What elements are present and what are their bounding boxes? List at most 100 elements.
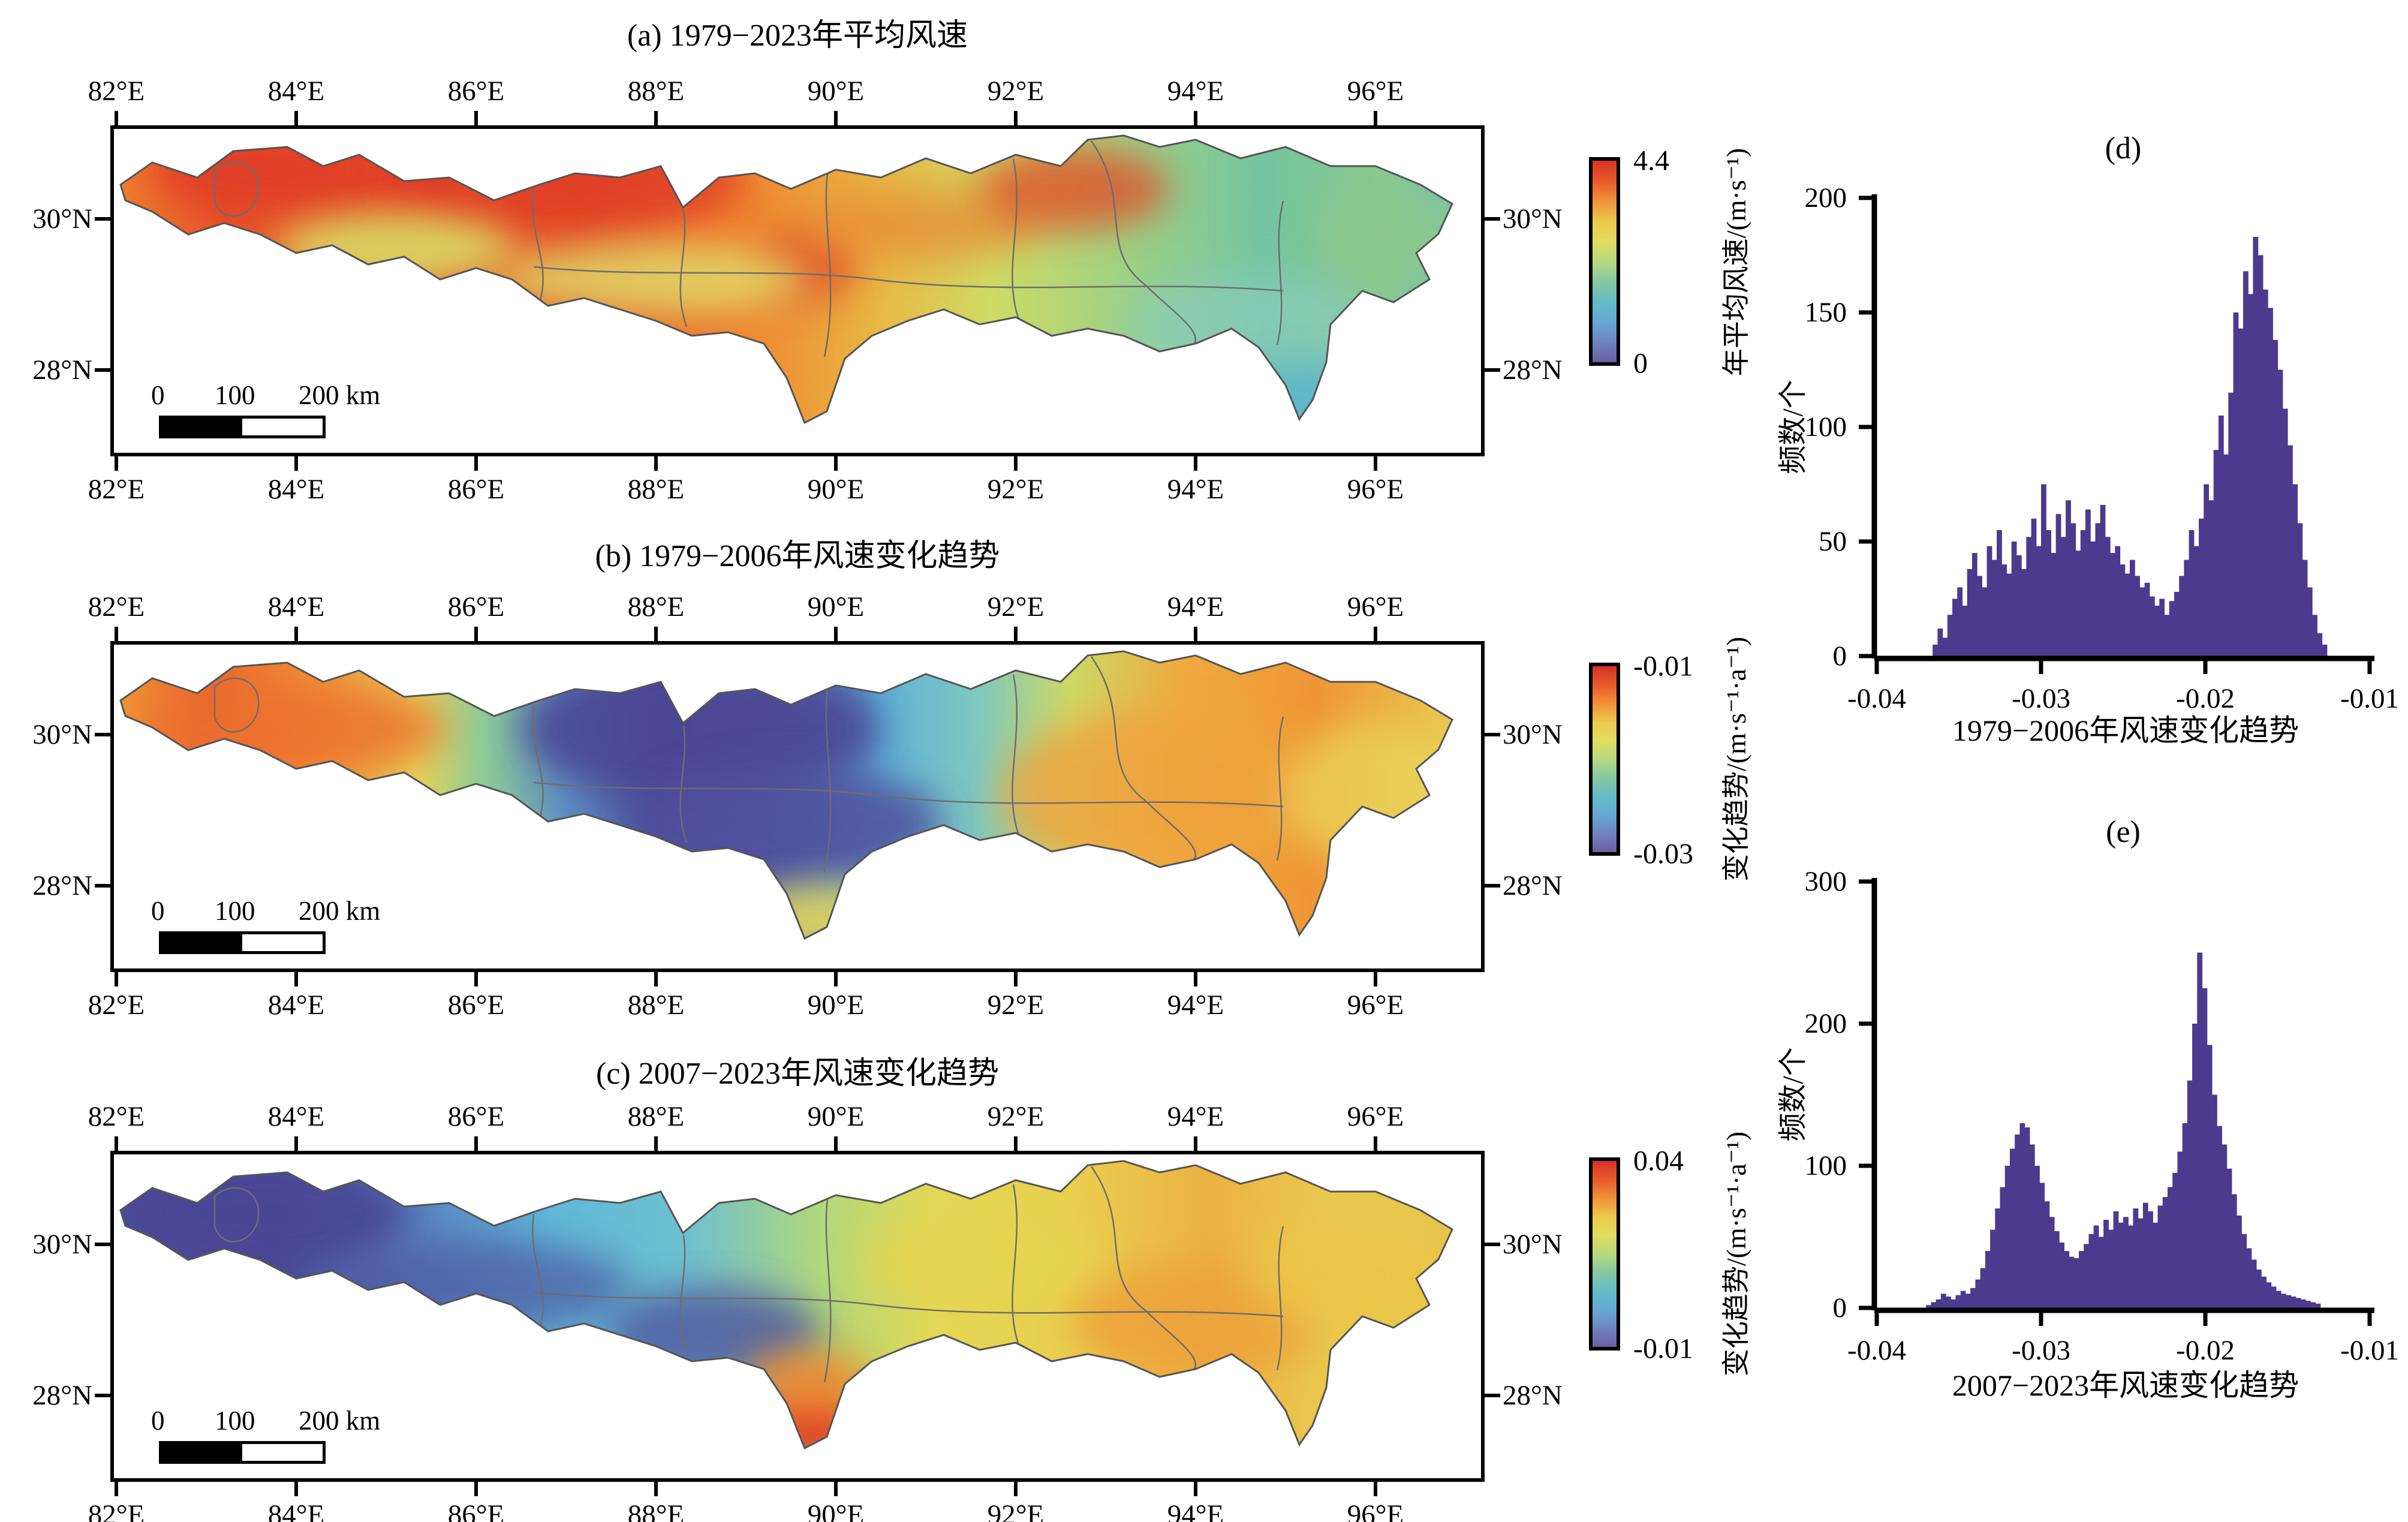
lon-tick-bottom-c-5: [1014, 1481, 1018, 1496]
hist-ytick-d-3: 150: [1804, 297, 1847, 328]
hist-bar-d-76: [2307, 587, 2313, 656]
hist-bar-e-68: [2261, 1276, 2266, 1308]
hist-bar-d-61: [2233, 312, 2239, 656]
lon-tick-top-b-3: [654, 627, 658, 642]
hist-bar-e-67: [2256, 1270, 2262, 1308]
lon-label-bottom-a-2: 86°E: [447, 474, 505, 505]
histogram-d: [1859, 194, 2374, 674]
colorbar-b: [1589, 663, 1620, 856]
hist-bar-d-49: [2174, 592, 2180, 656]
hist-xtick-d-0: -0.04: [1847, 683, 1906, 714]
hist-bar-d-51: [2184, 560, 2190, 656]
hist-bar-e-31: [2079, 1251, 2084, 1308]
hist-bar-e-3: [1940, 1294, 1946, 1308]
hist-ytick-d-2: 100: [1804, 411, 1847, 443]
hist-bar-e-51: [2177, 1151, 2183, 1308]
lon-tick-bottom-a-2: [474, 455, 478, 471]
lon-label-bottom-c-6: 94°E: [1167, 1499, 1224, 1522]
hist-bar-d-11: [1986, 546, 1992, 656]
hist-bar-e-73: [2286, 1295, 2292, 1308]
lat-tick-right-a-0: [1485, 217, 1500, 221]
scalebar-label-100-c: 100: [215, 1406, 255, 1436]
lat-tick-right-b-0: [1485, 733, 1500, 736]
hist-bar-d-3: [1947, 615, 1953, 656]
lon-tick-bottom-a-5: [1014, 455, 1018, 471]
lat-tick-left-c-1: [95, 1394, 110, 1397]
hist-bar-d-35: [2105, 537, 2111, 656]
hist-bar-d-9: [1977, 576, 1982, 656]
hist-bar-e-2: [1936, 1299, 1942, 1308]
hist-bar-e-25: [2049, 1217, 2055, 1308]
hist-bar-d-16: [2011, 542, 2017, 656]
lon-label-bottom-b-5: 92°E: [987, 989, 1045, 1021]
hist-bar-d-22: [2041, 484, 2046, 656]
lat-label-right-b-1: 28°N: [1503, 870, 1563, 901]
hist-bar-d-37: [2115, 546, 2121, 656]
lon-label-top-c-6: 94°E: [1167, 1101, 1224, 1132]
lat-label-left-b-1: 28°N: [32, 870, 92, 901]
colorbar-a: [1589, 157, 1620, 366]
hist-bar-e-33: [2088, 1234, 2094, 1308]
lat-tick-left-a-1: [95, 368, 110, 372]
hist-bar-d-54: [2199, 518, 2204, 656]
lon-tick-bottom-c-1: [294, 1481, 298, 1496]
hist-bar-e-75: [2295, 1298, 2301, 1308]
hist-bar-d-10: [1982, 587, 1988, 656]
hist-bar-d-33: [2095, 523, 2101, 656]
hist-bar-e-28: [2064, 1251, 2070, 1308]
hist-bar-d-14: [2001, 564, 2007, 656]
hist-bar-d-4: [1952, 598, 1958, 656]
scalebar-black-segment-a: [162, 419, 242, 435]
map-raster-b: [119, 650, 1453, 940]
lon-label-top-c-0: 82°E: [88, 1101, 145, 1132]
hist-bar-e-52: [2182, 1123, 2188, 1308]
hist-bar-e-20: [2024, 1127, 2030, 1308]
hist-bar-e-76: [2300, 1299, 2306, 1308]
lat-label-right-a-1: 28°N: [1503, 354, 1563, 386]
hist-bar-e-15: [2000, 1187, 2006, 1308]
hist-bar-e-58: [2211, 1094, 2217, 1308]
hist-bar-d-60: [2228, 392, 2234, 656]
hist-bar-e-47: [2157, 1205, 2163, 1308]
lon-label-top-a-1: 84°E: [267, 76, 325, 107]
lon-tick-bottom-b-4: [834, 971, 838, 986]
lon-tick-bottom-a-0: [115, 455, 118, 471]
hist-xtick-e-2: -0.02: [2176, 1335, 2235, 1366]
hist-bar-d-68: [2268, 308, 2273, 656]
lon-label-bottom-b-3: 88°E: [627, 989, 685, 1021]
hist-bar-d-28: [2070, 523, 2076, 656]
lat-tick-left-b-0: [95, 733, 110, 736]
hist-bar-e-1: [1931, 1302, 1937, 1308]
hist-bar-e-14: [1995, 1208, 2001, 1308]
hist-bar-e-48: [2162, 1197, 2168, 1308]
colorbar-b-max-label: -0.01: [1633, 650, 1693, 682]
hist-bar-d-42: [2139, 587, 2145, 656]
hist-bar-e-49: [2167, 1187, 2173, 1308]
lat-label-right-c-0: 30°N: [1503, 1229, 1563, 1260]
hist-bar-e-66: [2251, 1259, 2257, 1308]
hist-bar-e-39: [2118, 1222, 2124, 1308]
lon-tick-bottom-a-3: [654, 455, 658, 471]
hist-bar-d-15: [2006, 573, 2012, 656]
hist-bar-d-62: [2238, 328, 2244, 656]
lon-label-bottom-a-1: 84°E: [267, 474, 325, 505]
lon-label-top-b-7: 96°E: [1347, 591, 1404, 622]
hist-bar-d-30: [2080, 530, 2086, 656]
lon-tick-bottom-b-6: [1194, 971, 1197, 986]
lon-label-top-b-2: 86°E: [447, 591, 505, 622]
lat-label-left-b-0: 30°N: [32, 719, 92, 750]
lon-tick-top-a-0: [115, 111, 118, 127]
lon-tick-top-b-0: [115, 627, 118, 642]
lon-tick-top-c-0: [115, 1136, 118, 1152]
hist-bar-e-79: [2315, 1303, 2321, 1308]
hist-bar-e-26: [2054, 1231, 2060, 1308]
lat-label-left-c-1: 28°N: [32, 1380, 92, 1411]
hist-xtick-e-0: -0.04: [1847, 1335, 1906, 1366]
lon-tick-top-b-4: [834, 627, 838, 642]
lon-label-bottom-c-4: 90°E: [807, 1499, 865, 1522]
lon-tick-bottom-a-1: [294, 455, 298, 471]
hist-bar-e-21: [2029, 1144, 2035, 1308]
panel-c-title: (c) 2007−2023年风速变化趋势: [595, 1057, 1000, 1091]
hist-e-ylabel: 频数/个: [1777, 1047, 1809, 1142]
scalebar-label-0-c: 0: [151, 1406, 165, 1436]
